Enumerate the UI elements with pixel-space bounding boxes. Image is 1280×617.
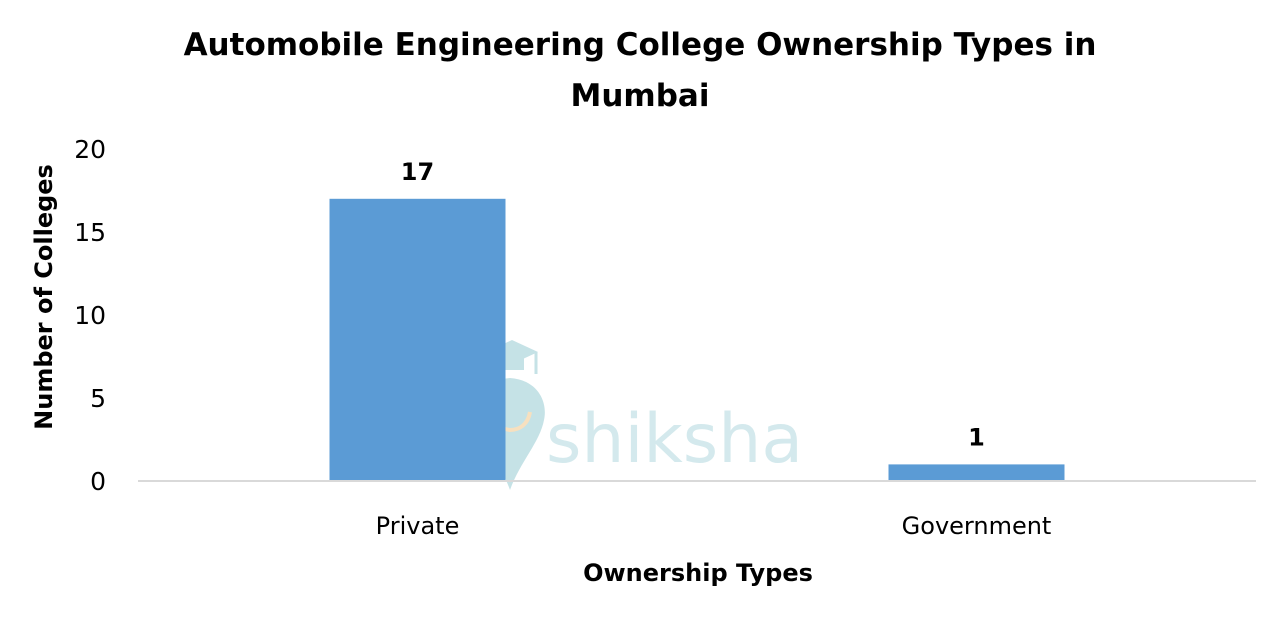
x-axis-title: Ownership Types xyxy=(583,559,813,587)
chart-title-line-2: Mumbai xyxy=(571,78,710,114)
y-tick-label: 10 xyxy=(74,301,106,330)
chart-title-line-1: Automobile Engineering College Ownership… xyxy=(184,27,1097,63)
y-tick-label: 20 xyxy=(74,135,106,164)
bar-government xyxy=(888,464,1065,481)
y-axis-title: Number of Colleges xyxy=(30,164,58,430)
category-label-private: Private xyxy=(376,512,460,540)
shiksha-watermark: shiksha xyxy=(477,340,803,490)
bar-private xyxy=(329,198,506,482)
y-tick-label: 5 xyxy=(90,384,106,413)
data-label-private: 17 xyxy=(401,158,434,186)
watermark-text: shiksha xyxy=(546,400,803,479)
y-tick-label: 0 xyxy=(90,467,106,496)
data-label-government: 1 xyxy=(968,423,985,451)
y-tick-label: 15 xyxy=(74,218,106,247)
category-label-government: Government xyxy=(902,512,1052,540)
